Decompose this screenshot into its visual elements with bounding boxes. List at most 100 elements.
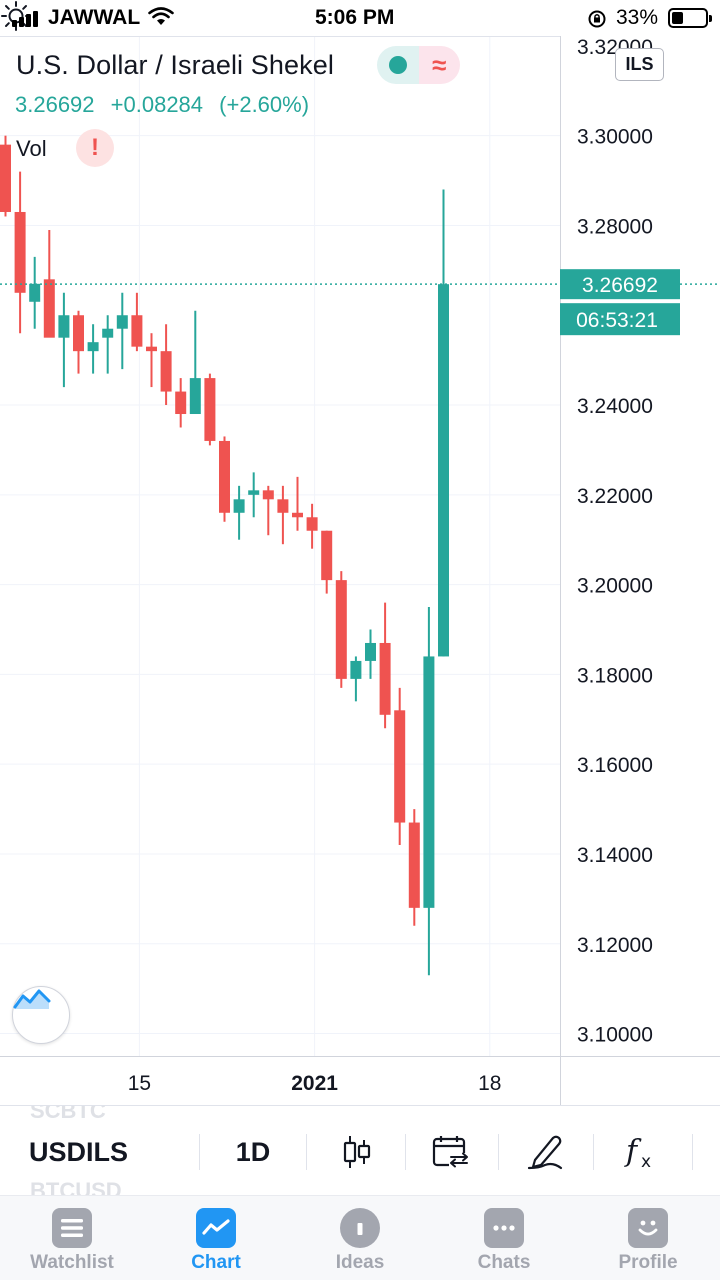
tab-label: Ideas bbox=[335, 1252, 385, 1273]
clock: 5:06 PM bbox=[315, 6, 395, 29]
tab-label: Watchlist bbox=[30, 1252, 114, 1273]
candle-body bbox=[160, 351, 172, 392]
candle-body bbox=[350, 660, 362, 679]
candles-icon bbox=[343, 1136, 371, 1168]
toolbar-divider bbox=[405, 1134, 406, 1170]
y-tick-label: 3.10000 bbox=[577, 1024, 653, 1047]
ideas-icon bbox=[340, 1208, 380, 1248]
tab-profile[interactable]: Profile bbox=[576, 1196, 720, 1280]
delayed-data-icon[interactable]: ≈ bbox=[418, 46, 460, 84]
function-icon: f x bbox=[624, 1134, 651, 1172]
tab-label: Profile bbox=[618, 1252, 678, 1273]
currency-badge[interactable]: ILS bbox=[615, 48, 664, 81]
chats-icon bbox=[484, 1208, 524, 1248]
candle-body bbox=[262, 490, 274, 500]
candle-body bbox=[277, 499, 289, 513]
candle-body bbox=[335, 580, 347, 679]
price-axis: 3.30000 3.28000 3.24000 3.22000 3.20000 3.180… bbox=[0, 36, 720, 1105]
candle-body bbox=[423, 656, 435, 908]
watchlist-icon bbox=[52, 1208, 92, 1248]
y-tick-label: 3.12000 bbox=[577, 934, 653, 957]
price-chart[interactable]: 3.30000 3.28000 3.24000 3.22000 3.20000 3.180… bbox=[0, 0, 720, 1105]
ghost-symbol-above: SCBTC bbox=[30, 1105, 106, 1123]
symbol-search-button[interactable]: USDILS bbox=[29, 1137, 129, 1167]
candle-body bbox=[306, 517, 318, 531]
y-tick-label: 3.18000 bbox=[577, 664, 653, 687]
price-labels: 3.26692 06:53:21 bbox=[0, 269, 720, 336]
area-chart-icon bbox=[13, 989, 51, 1009]
candle-body bbox=[408, 822, 420, 908]
volume-indicator-label[interactable]: Vol bbox=[16, 136, 47, 161]
candle-body bbox=[73, 315, 84, 352]
chart-style-button[interactable] bbox=[12, 986, 70, 1044]
last-price: 3.26692 bbox=[15, 92, 95, 117]
tab-ideas[interactable]: Ideas bbox=[288, 1196, 432, 1280]
price-change-percent: (+2.60%) bbox=[219, 92, 310, 117]
x-tick-label: 2021 bbox=[291, 1072, 338, 1095]
tab-chats[interactable]: Chats bbox=[432, 1196, 576, 1280]
candle-body bbox=[14, 211, 26, 293]
chart-type-button[interactable] bbox=[333, 1128, 381, 1176]
chart-icon bbox=[196, 1208, 236, 1248]
candle-body bbox=[292, 512, 303, 518]
candle-body bbox=[248, 490, 260, 495]
indicators-button[interactable]: f x bbox=[616, 1128, 664, 1176]
x-tick-label: 15 bbox=[128, 1072, 151, 1095]
warning-icon[interactable]: ! bbox=[76, 129, 114, 167]
candle-body bbox=[189, 378, 201, 415]
drawing-tools-button[interactable] bbox=[521, 1128, 569, 1176]
candle-body bbox=[379, 642, 391, 715]
toolbar-divider bbox=[199, 1134, 200, 1170]
battery-percent: 33% bbox=[616, 6, 659, 29]
candle-body bbox=[321, 530, 333, 581]
toolbar-divider bbox=[593, 1134, 594, 1170]
price-change: +0.08284 bbox=[110, 92, 204, 117]
candle-body bbox=[204, 378, 216, 441]
tab-watchlist[interactable]: Watchlist bbox=[0, 1196, 144, 1280]
svg-text:f: f bbox=[624, 1134, 642, 1169]
ghost-symbol-below: BTCUSD bbox=[30, 1178, 122, 1195]
symbol-title[interactable]: U.S. Dollar / Israeli Shekel bbox=[16, 50, 334, 80]
candle-body bbox=[102, 328, 114, 338]
candle-body bbox=[219, 440, 230, 513]
countdown-tag bbox=[560, 303, 680, 336]
profile-icon bbox=[628, 1208, 668, 1248]
market-open-icon[interactable] bbox=[377, 46, 419, 84]
candle-body bbox=[365, 642, 376, 661]
market-status-pill[interactable]: ≈ bbox=[377, 46, 460, 84]
y-tick-label: 3.16000 bbox=[577, 754, 653, 777]
last-price-tag-label: 3.26692 bbox=[582, 274, 658, 297]
price-line: 3.26692 +0.08284 (+2.60%) bbox=[15, 92, 319, 118]
y-tick-label: 3.14000 bbox=[577, 844, 653, 867]
candle-body bbox=[29, 283, 41, 302]
svg-text:x: x bbox=[641, 1152, 651, 1172]
interval-button[interactable]: 1D bbox=[235, 1137, 271, 1167]
candle-body bbox=[0, 144, 11, 212]
compare-range-button[interactable] bbox=[427, 1128, 475, 1176]
candle-body bbox=[175, 391, 187, 415]
tab-label: Chart bbox=[191, 1252, 241, 1273]
candle-body bbox=[146, 346, 157, 352]
toolbar-divider bbox=[306, 1134, 307, 1170]
candle-body bbox=[116, 315, 128, 329]
candle-body bbox=[394, 710, 406, 823]
tab-label: Chats bbox=[477, 1252, 531, 1273]
candle-body bbox=[58, 315, 70, 338]
calendar-range-icon bbox=[432, 1136, 469, 1168]
status-bar: JAWWAL 5:06 PM 33% bbox=[0, 0, 720, 36]
x-tick-label: 18 bbox=[478, 1072, 501, 1095]
y-tick-label: 3.28000 bbox=[577, 215, 653, 238]
last-price-tag bbox=[560, 269, 680, 300]
candle-body bbox=[438, 284, 449, 657]
wifi-icon bbox=[148, 7, 174, 25]
tab-chart[interactable]: Chart bbox=[144, 1196, 288, 1280]
toolbar-divider bbox=[692, 1134, 693, 1170]
orientation-lock-icon bbox=[588, 10, 606, 28]
candlestick-chart[interactable]: 3.30000 3.28000 3.24000 3.22000 3.20000 3.180… bbox=[0, 0, 720, 1105]
candles bbox=[0, 135, 449, 976]
y-tick-label: 3.20000 bbox=[577, 575, 653, 598]
candle-body bbox=[43, 279, 55, 338]
pen-icon bbox=[527, 1135, 563, 1170]
y-tick-label: 3.24000 bbox=[577, 395, 653, 418]
candle-body bbox=[233, 499, 245, 513]
